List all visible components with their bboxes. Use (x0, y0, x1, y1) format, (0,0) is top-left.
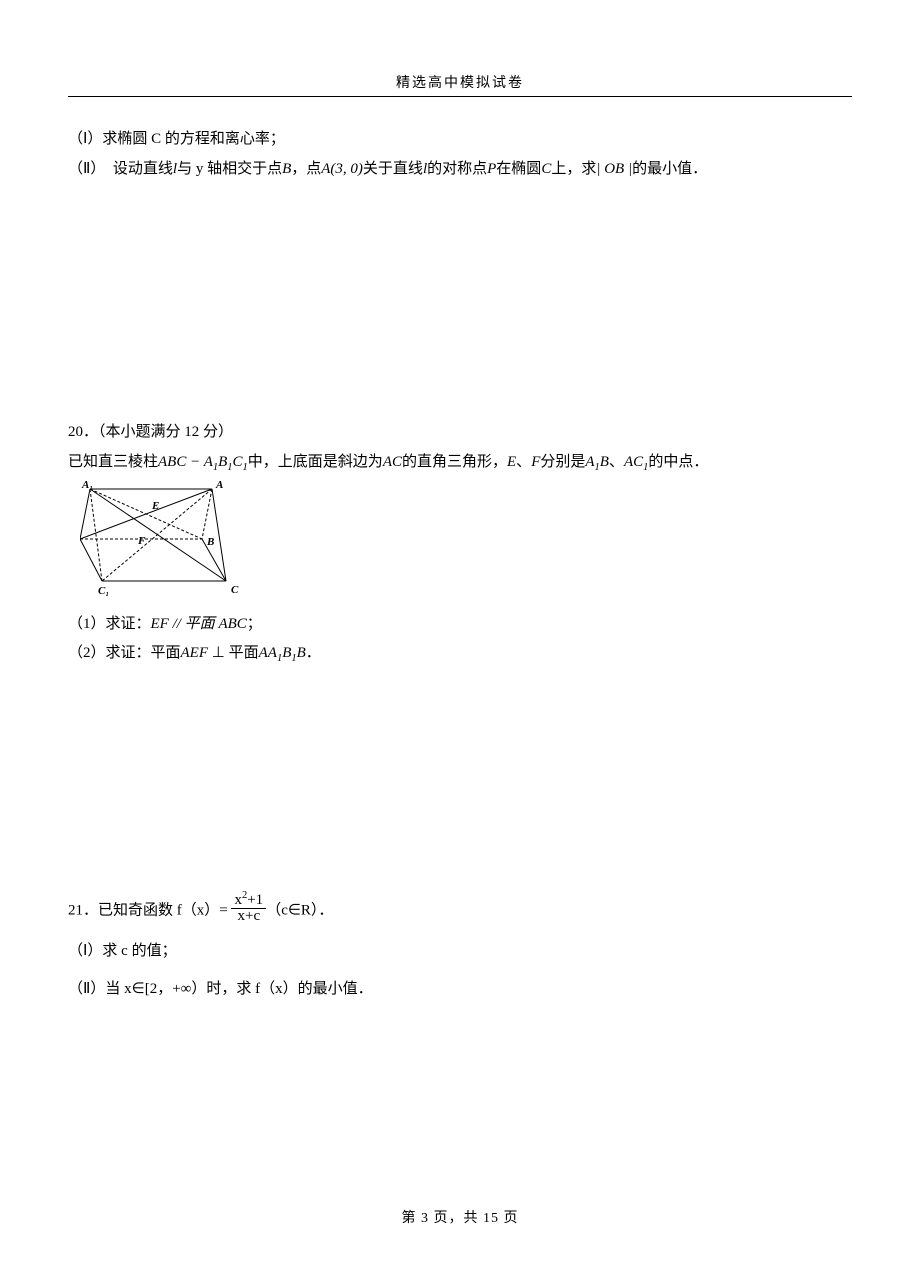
page-content: （Ⅰ）求椭圆 C 的方程和离心率； （Ⅱ） 设动直线l与 y 轴相交于点B，点A… (68, 127, 852, 1002)
q19-part2: （Ⅱ） 设动直线l与 y 轴相交于点B，点A(3, 0)关于直线l的对称点P在椭… (68, 157, 852, 183)
svg-text:C₁: C₁ (98, 585, 109, 596)
q20-part2: （2）求证：平面AEF ⊥ 平面AA1B1B． (68, 641, 852, 667)
question-21: 21．已知奇函数 f（x）= x2+1x+c（c∈R）． （Ⅰ）求 c 的值； … (68, 895, 852, 1003)
prism-diagram: A₁ A B₁ B C₁ C E F (80, 481, 250, 596)
q20-stem: 已知直三棱柱ABC − A1B1C1中，上底面是斜边为AC的直角三角形，E、F分… (68, 450, 852, 476)
q20-number: 20．（本小题满分 12 分） (68, 420, 852, 446)
svg-text:E: E (151, 500, 159, 512)
header-title: 精选高中模拟试卷 (396, 76, 524, 91)
q20-part1: （1）求证：EF // 平面 ABC； (68, 612, 852, 638)
q20-figure: A₁ A B₁ B C₁ C E F (80, 481, 852, 606)
svg-text:C: C (231, 584, 239, 596)
svg-text:A: A (215, 481, 223, 491)
svg-text:B₁: B₁ (80, 536, 81, 548)
q21-part2: （Ⅱ）当 x∈[2，+∞）时，求 f（x）的最小值． (68, 977, 852, 1003)
q19-part1: （Ⅰ）求椭圆 C 的方程和离心率； (68, 127, 852, 153)
fraction: x2+1x+c (231, 893, 266, 926)
page-footer: 第 3 页，共 15 页 (0, 1207, 920, 1227)
question-20: 20．（本小题满分 12 分） 已知直三棱柱ABC − A1B1C1中，上底面是… (68, 420, 852, 667)
q21-part1: （Ⅰ）求 c 的值； (68, 939, 852, 965)
q21-stem: 21．已知奇函数 f（x）= x2+1x+c（c∈R）． (68, 895, 852, 928)
page-header: 精选高中模拟试卷 (68, 72, 852, 97)
svg-text:A₁: A₁ (81, 481, 93, 491)
svg-text:F: F (137, 535, 146, 547)
svg-text:B: B (206, 536, 214, 548)
